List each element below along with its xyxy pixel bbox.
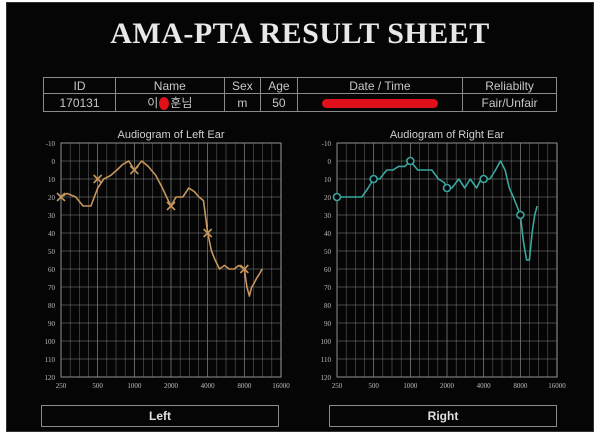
y-tick-label: 70 [324, 284, 332, 292]
y-tick-label: -10 [46, 140, 56, 148]
data-point [129, 165, 139, 175]
redaction-mark [321, 98, 438, 108]
y-tick-label: 60 [324, 266, 332, 274]
y-tick-label: 20 [324, 194, 332, 202]
data-point [442, 183, 452, 193]
y-tick-label: -10 [322, 140, 332, 148]
redaction-mark [159, 97, 170, 111]
x-tick-label: 8000 [513, 382, 528, 390]
x-tick-label: 8000 [237, 382, 252, 390]
date-time-header: Date / Time [296, 77, 464, 94]
data-point [203, 228, 213, 238]
page-title: AMA-PTA RESULT SHEET [110, 17, 490, 50]
data-point [239, 264, 249, 274]
data-point [166, 201, 176, 211]
data-point [369, 174, 378, 184]
name-last: 훈님 [170, 96, 193, 110]
date-time-value [296, 93, 464, 112]
marker-stroke [93, 174, 103, 184]
id-header: ID [42, 77, 117, 94]
y-tick-label: 40 [324, 230, 332, 238]
y-tick-label: 30 [324, 212, 332, 220]
y-tick-label: 70 [48, 284, 56, 292]
y-tick-label: 120 [321, 374, 332, 382]
marker-stroke [56, 192, 66, 202]
y-tick-label: 110 [321, 356, 332, 364]
age-header: Age [260, 77, 298, 94]
audiogram-right-ear: Audiogram of Right Ear -10 0 10 20 30 40 50 60 70… [321, 129, 567, 390]
y-tick-label: 60 [48, 266, 56, 274]
x-tick-label: 2000 [440, 382, 455, 390]
left-ear-label: Left [149, 409, 171, 423]
x-tick-label: 500 [92, 382, 103, 390]
y-tick-label: 80 [324, 302, 332, 310]
x-tick-label: 4000 [477, 382, 492, 390]
audiogram-left-ear: Audiogram of Left Ear -10 0 10 20 30 40 50 60 70 8… [45, 129, 291, 390]
x-tick-label: 1000 [403, 382, 418, 390]
x-tick-label: 4000 [201, 382, 216, 390]
sex-header: Sex [223, 77, 262, 94]
name-header: Name [115, 77, 225, 94]
chart-title: Audiogram of Right Ear [390, 129, 505, 141]
y-tick-label: 100 [321, 338, 332, 346]
hearing-threshold-line [60, 160, 263, 297]
x-tick-label: 250 [332, 382, 343, 390]
y-tick-label: 10 [48, 176, 56, 184]
id-value: 170131 [42, 93, 117, 112]
reliability-value: Fair/Unfair [462, 93, 557, 112]
name-first: 이 [147, 96, 159, 110]
y-tick-label: 40 [48, 230, 56, 238]
marker-stroke [166, 201, 176, 211]
right-ear-label: Right [427, 409, 459, 423]
info-value-row: 170131 이 훈님 m 50 Fair/Unfair [42, 93, 557, 112]
x-tick-label: 16000 [548, 382, 566, 390]
data-point [516, 210, 525, 220]
x-tick-label: 1000 [127, 382, 142, 390]
left-ear-label-box: Left [41, 405, 279, 427]
y-tick-label: 110 [45, 356, 56, 364]
hearing-threshold-line [337, 160, 538, 261]
y-tick-label: 30 [48, 212, 56, 220]
age-value: 50 [260, 93, 298, 112]
y-tick-label: 20 [48, 194, 56, 202]
data-point [332, 192, 342, 202]
marker-stroke [129, 165, 139, 175]
data-point [56, 192, 66, 202]
y-tick-label: 90 [48, 320, 56, 328]
y-tick-label: 90 [324, 320, 332, 328]
info-header-row: ID Name Sex Age Date / Time Reliabilty [42, 77, 557, 94]
result-sheet: AMA-PTA RESULT SHEET ID Name Sex Age Dat… [6, 2, 594, 432]
name-value: 이 훈님 [115, 93, 225, 112]
marker-stroke [239, 264, 249, 274]
x-tick-label: 16000 [272, 382, 290, 390]
data-point [479, 174, 488, 184]
x-tick-label: 500 [368, 382, 379, 390]
x-tick-label: 2000 [164, 382, 179, 390]
y-tick-label: 0 [52, 158, 56, 166]
y-tick-label: 80 [48, 302, 56, 310]
data-point [406, 156, 415, 166]
right-ear-label-box: Right [329, 405, 557, 427]
chart-title: Audiogram of Left Ear [117, 129, 224, 141]
y-tick-label: 50 [48, 248, 56, 256]
reliability-header: Reliabilty [462, 77, 557, 94]
marker-stroke [203, 228, 213, 238]
x-tick-label: 250 [56, 382, 67, 390]
data-point [93, 174, 103, 184]
patient-info-table: ID Name Sex Age Date / Time Reliabilty 1… [42, 77, 557, 112]
sex-value: m [223, 93, 262, 112]
y-tick-label: 120 [45, 374, 56, 382]
y-tick-label: 0 [328, 158, 332, 166]
y-tick-label: 10 [324, 176, 332, 184]
y-tick-label: 100 [45, 338, 56, 346]
y-tick-label: 50 [324, 248, 332, 256]
